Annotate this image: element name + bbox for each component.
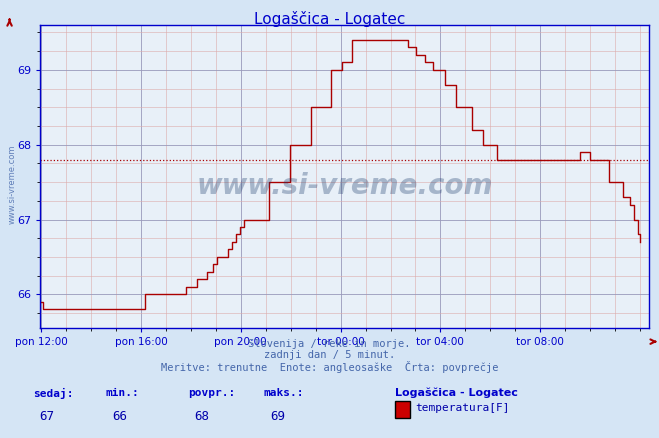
Text: min.:: min.:	[105, 388, 139, 398]
Text: Slovenija / reke in morje.: Slovenija / reke in morje.	[248, 339, 411, 350]
Text: Logaščica - Logatec: Logaščica - Logatec	[254, 11, 405, 27]
Text: Meritve: trenutne  Enote: angleosaške  Črta: povprečje: Meritve: trenutne Enote: angleosaške Črt…	[161, 361, 498, 373]
Text: 66: 66	[112, 410, 127, 423]
Text: 68: 68	[194, 410, 210, 423]
Text: www.si-vreme.com: www.si-vreme.com	[196, 172, 493, 200]
Text: maks.:: maks.:	[264, 388, 304, 398]
Text: povpr.:: povpr.:	[188, 388, 235, 398]
Text: sedaj:: sedaj:	[33, 388, 73, 399]
Text: www.si-vreme.com: www.si-vreme.com	[8, 144, 17, 224]
Text: zadnji dan / 5 minut.: zadnji dan / 5 minut.	[264, 350, 395, 360]
Text: temperatura[F]: temperatura[F]	[415, 403, 509, 413]
Text: 67: 67	[40, 410, 55, 423]
Text: 69: 69	[270, 410, 285, 423]
Text: Logaščica - Logatec: Logaščica - Logatec	[395, 388, 518, 398]
